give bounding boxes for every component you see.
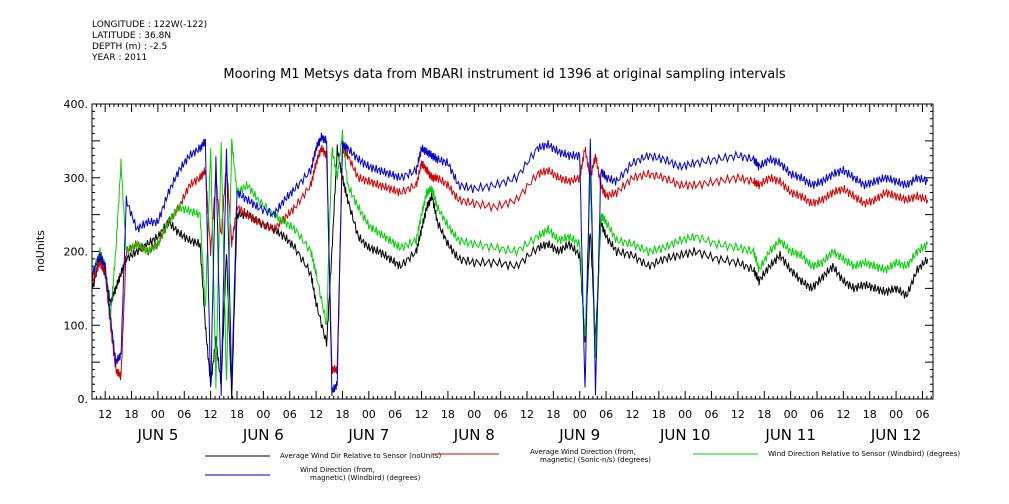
x-tick-label: 00 xyxy=(678,408,692,421)
plot-frame xyxy=(91,103,934,400)
legend-label: magnetic) (Sonic-n/s) (degrees) xyxy=(540,456,651,464)
x-tick-label: 06 xyxy=(705,408,719,421)
chart-title: Mooring M1 Metsys data from MBARI instru… xyxy=(223,67,786,82)
legend-label: Wind Direction (from, xyxy=(300,466,375,474)
x-tick-label: 12 xyxy=(520,408,534,421)
x-day-label: JUN 10 xyxy=(659,426,710,444)
x-tick-label: 18 xyxy=(125,408,139,421)
y-tick-label: 0. xyxy=(78,393,89,406)
latitude-label: LATITUDE : 36.8N xyxy=(92,31,172,41)
legend-label: Average Wind Direction (from, xyxy=(530,448,636,456)
x-day-label: JUN 9 xyxy=(558,426,600,444)
x-tick-label: 18 xyxy=(652,408,666,421)
x-tick-label: 06 xyxy=(388,408,402,421)
x-tick-label: 18 xyxy=(757,408,771,421)
longitude-label: LONGITUDE : 122W(-122) xyxy=(92,20,208,30)
x-tick-label: 18 xyxy=(546,408,560,421)
x-tick-label: 12 xyxy=(98,408,112,421)
x-tick-label: 00 xyxy=(256,408,270,421)
legend: Average Wind Dir Relative to Sensor (noU… xyxy=(205,448,960,482)
depth-label: DEPTH (m) : -2.5 xyxy=(92,42,168,52)
x-day-label: JUN 8 xyxy=(453,426,495,444)
y-axis-label: noUnits xyxy=(34,230,47,272)
x-tick-label: 18 xyxy=(441,408,455,421)
series-line xyxy=(92,129,929,389)
x-tick-label: 12 xyxy=(204,408,218,421)
x-day-label: JUN 7 xyxy=(347,426,389,444)
x-tick-label: 00 xyxy=(362,408,376,421)
x-tick-label: 12 xyxy=(415,408,429,421)
x-tick-label: 00 xyxy=(151,408,165,421)
x-tick-label: 06 xyxy=(494,408,508,421)
legend-label: magnetic) (Windbird) (degrees) xyxy=(310,474,421,482)
y-tick-label: 400. xyxy=(64,98,89,111)
x-tick-label: 18 xyxy=(863,408,877,421)
series-line xyxy=(92,132,929,397)
metadata-block: LONGITUDE : 122W(-122) LATITUDE : 36.8N … xyxy=(92,20,207,64)
x-day-label: JUN 12 xyxy=(870,426,921,444)
year-label: YEAR : 2011 xyxy=(92,53,148,63)
series-line xyxy=(92,144,929,400)
x-tick-label: 00 xyxy=(784,408,798,421)
x-day-label: JUN 11 xyxy=(764,426,815,444)
x-tick-label: 06 xyxy=(915,408,929,421)
x-tick-label: 12 xyxy=(309,408,323,421)
x-tick-label: 12 xyxy=(836,408,850,421)
legend-label: Average Wind Dir Relative to Sensor (noU… xyxy=(280,452,441,460)
x-tick-label: 00 xyxy=(467,408,481,421)
x-tick-label: 06 xyxy=(810,408,824,421)
x-tick-label: 12 xyxy=(625,408,639,421)
x-tick-label: 06 xyxy=(177,408,191,421)
y-tick-label: 300. xyxy=(64,172,89,185)
y-tick-label: 200. xyxy=(64,246,89,259)
y-tick-label: 100. xyxy=(64,319,89,332)
x-tick-label: 00 xyxy=(889,408,903,421)
x-day-label: JUN 5 xyxy=(136,426,178,444)
legend-label: Wind Direction Relative to Sensor (Windb… xyxy=(768,450,960,458)
x-tick-label: 18 xyxy=(335,408,349,421)
x-tick-label: 18 xyxy=(230,408,244,421)
x-tick-label: 06 xyxy=(599,408,613,421)
x-day-label: JUN 6 xyxy=(242,426,284,444)
series-lines xyxy=(92,129,929,400)
x-tick-label: 12 xyxy=(731,408,745,421)
axis-labels: 0. 100. 200. 300. 400. 12 18 00 06 12 18 00 06 12 18 00… xyxy=(64,98,930,444)
x-tick-label: 00 xyxy=(573,408,587,421)
x-tick-label: 06 xyxy=(283,408,297,421)
